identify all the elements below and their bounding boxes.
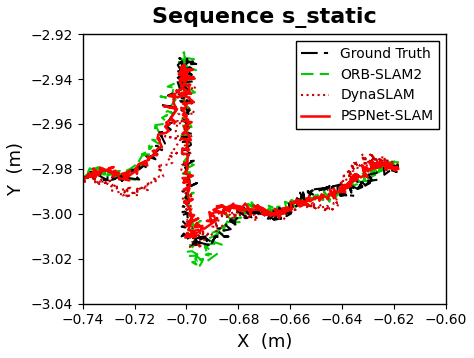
PSPNet-SLAM	[186, 180, 191, 184]
PSPNet-SLAM	[306, 198, 311, 202]
DynaSLAM	[268, 214, 273, 219]
DynaSLAM	[184, 126, 190, 131]
ORB-SLAM2	[301, 198, 306, 203]
Line: DynaSLAM: DynaSLAM	[83, 72, 399, 247]
PSPNet-SLAM	[184, 113, 190, 118]
ORB-SLAM2	[82, 180, 88, 184]
ORB-SLAM2	[181, 50, 187, 54]
ORB-SLAM2	[146, 152, 152, 156]
ORB-SLAM2	[396, 160, 401, 164]
ORB-SLAM2	[197, 263, 203, 268]
Ground Truth	[82, 180, 88, 184]
DynaSLAM	[312, 207, 318, 211]
Y-axis label: Y  (m): Y (m)	[7, 142, 25, 196]
Title: Sequence s_static: Sequence s_static	[152, 7, 377, 28]
DynaSLAM	[396, 164, 401, 169]
DynaSLAM	[144, 186, 149, 190]
X-axis label: X  (m): X (m)	[237, 333, 292, 351]
Ground Truth	[184, 86, 190, 91]
PSPNet-SLAM	[262, 211, 267, 216]
Line: Ground Truth: Ground Truth	[84, 58, 399, 245]
ORB-SLAM2	[257, 210, 263, 214]
PSPNet-SLAM	[182, 62, 187, 67]
DynaSLAM	[186, 200, 192, 204]
DynaSLAM	[82, 180, 88, 184]
Ground Truth	[396, 164, 401, 169]
ORB-SLAM2	[186, 171, 192, 175]
PSPNet-SLAM	[182, 236, 188, 240]
Ground Truth	[189, 243, 195, 247]
PSPNet-SLAM	[144, 161, 149, 165]
Line: PSPNet-SLAM: PSPNet-SLAM	[83, 64, 398, 238]
Line: ORB-SLAM2: ORB-SLAM2	[84, 52, 399, 266]
Ground Truth	[286, 207, 292, 211]
DynaSLAM	[182, 69, 188, 74]
Legend: Ground Truth, ORB-SLAM2, DynaSLAM, PSPNet-SLAM: Ground Truth, ORB-SLAM2, DynaSLAM, PSPNe…	[296, 41, 439, 129]
DynaSLAM	[311, 204, 317, 208]
PSPNet-SLAM	[307, 199, 313, 203]
Ground Truth	[186, 140, 192, 144]
Ground Truth	[176, 56, 182, 61]
Ground Truth	[248, 215, 254, 219]
ORB-SLAM2	[184, 102, 190, 106]
PSPNet-SLAM	[395, 167, 401, 171]
DynaSLAM	[187, 245, 193, 249]
PSPNet-SLAM	[82, 179, 87, 184]
Ground Truth	[286, 206, 292, 211]
Ground Truth	[151, 155, 157, 159]
ORB-SLAM2	[301, 200, 307, 204]
